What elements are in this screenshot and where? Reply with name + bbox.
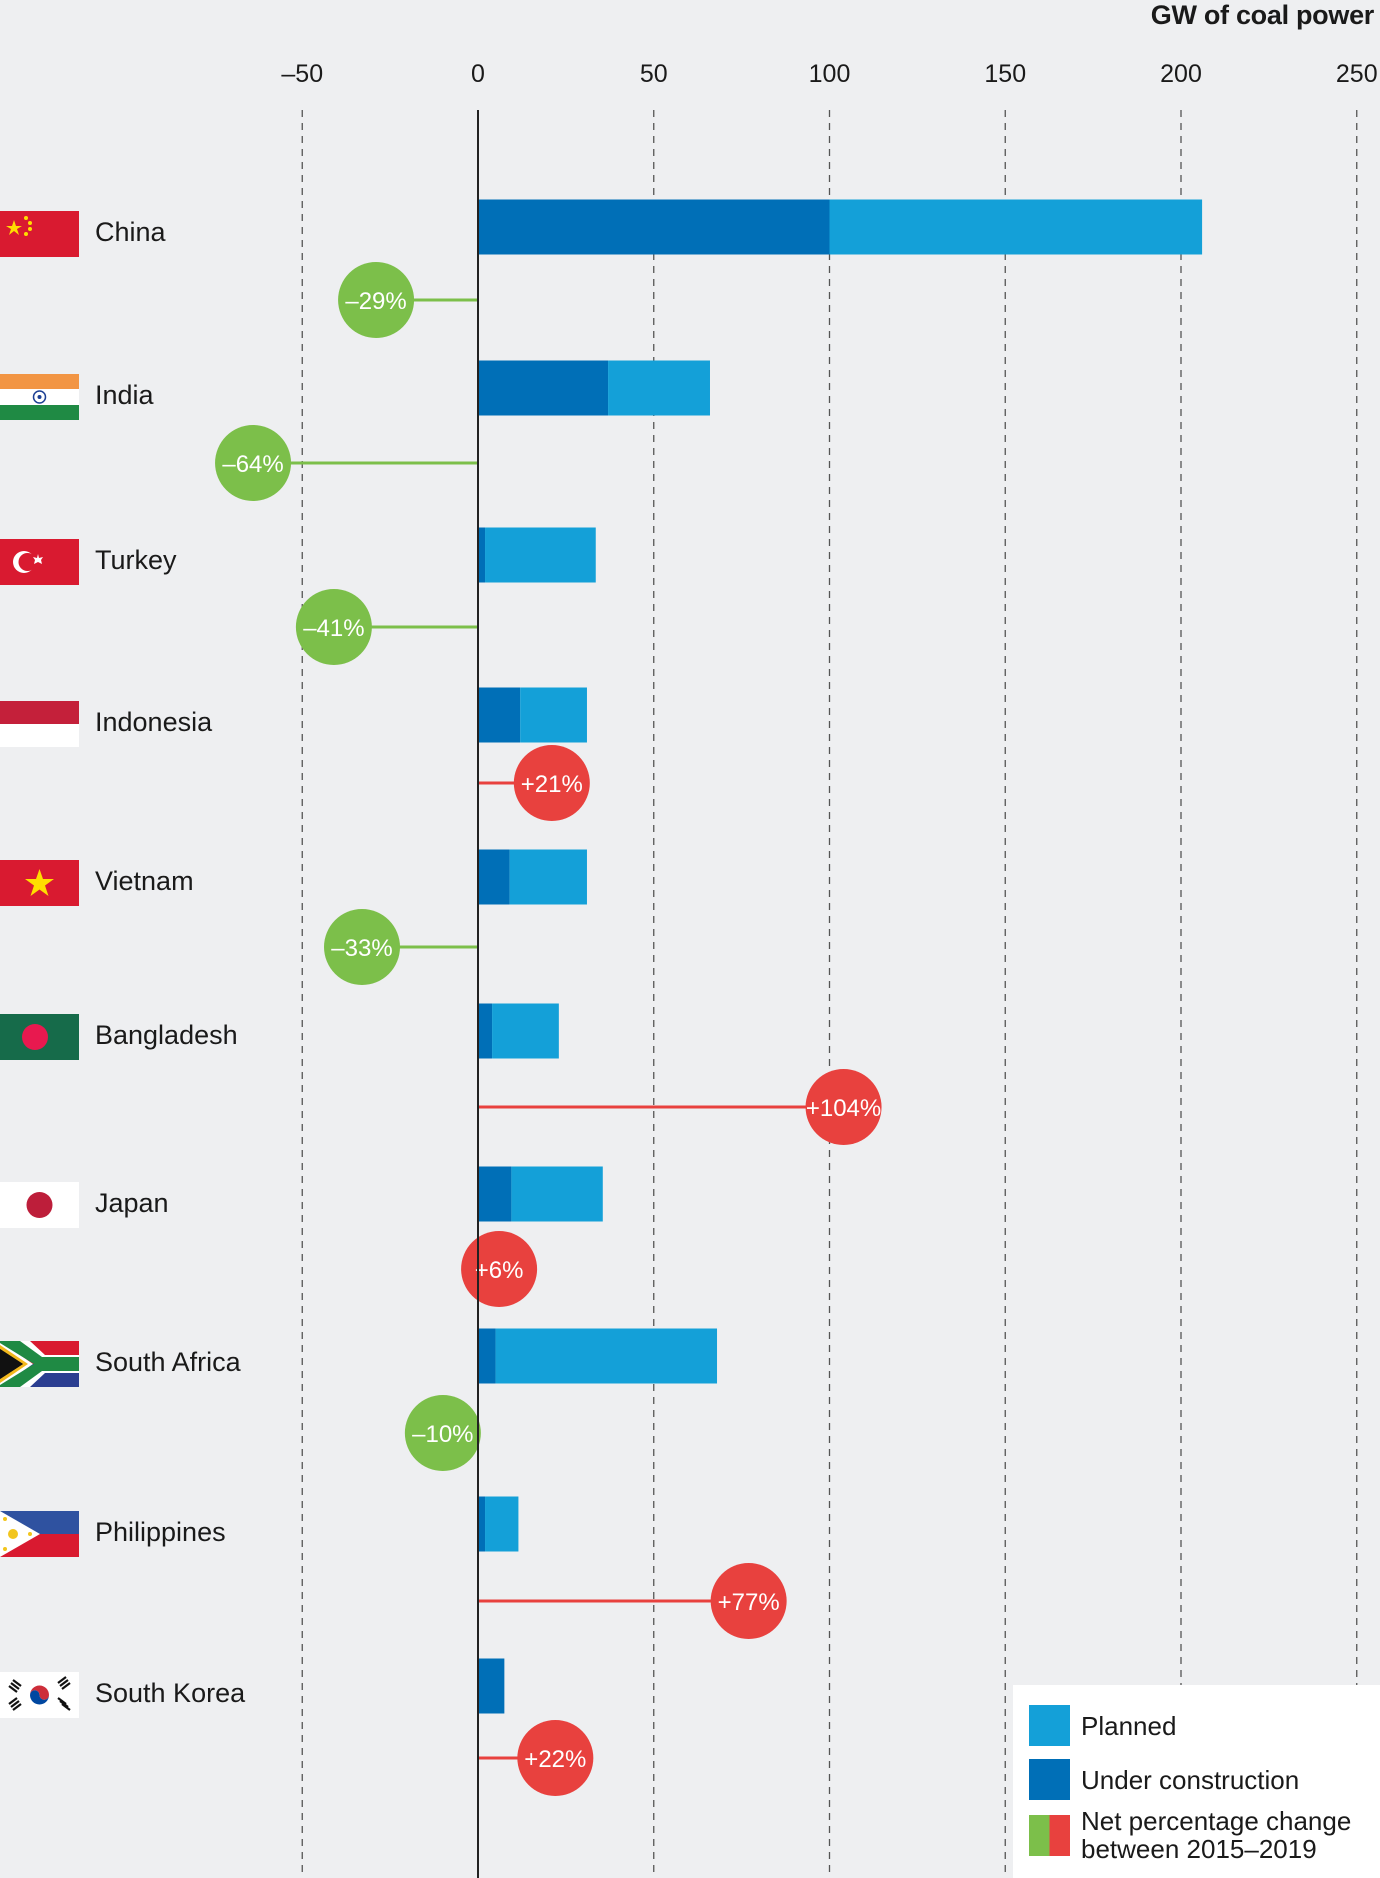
- vietnam-flag-icon: [0, 860, 79, 906]
- country-label-japan: Japan: [95, 1188, 169, 1218]
- change-label: –41%: [303, 615, 364, 642]
- change-label: +104%: [806, 1095, 881, 1122]
- legend-label-net-change-line1: Net percentage change: [1081, 1806, 1352, 1836]
- bar-under-construction: [478, 687, 521, 743]
- change-bubble: [461, 1231, 538, 1307]
- philippines-flag-icon: [0, 1511, 79, 1557]
- bar-planned: [492, 1003, 559, 1059]
- x-tick-label: 200: [1160, 60, 1202, 88]
- bar-planned: [511, 1166, 603, 1222]
- change-label: +21%: [521, 771, 583, 798]
- indonesia-flag-icon: [0, 701, 79, 747]
- bar-planned: [608, 360, 710, 416]
- change-bubble: [324, 909, 401, 985]
- country-label-india: India: [95, 380, 154, 410]
- bar-planned: [829, 199, 1203, 255]
- country-label-indonesia: Indonesia: [95, 707, 213, 737]
- legend-label-net-change-line2: between 2015–2019: [1081, 1834, 1317, 1864]
- change-label: –10%: [412, 1421, 473, 1448]
- bar-under-construction: [478, 849, 510, 905]
- bar-planned: [495, 1328, 718, 1384]
- china-flag-icon: [0, 211, 79, 257]
- change-label: –29%: [345, 288, 406, 315]
- change-bubble: [215, 425, 292, 501]
- country-label-philippines: Philippines: [95, 1517, 226, 1547]
- legend-swatch-planned: [1029, 1705, 1070, 1746]
- bar-under-construction: [478, 527, 486, 583]
- legend-swatch-net-change: [1029, 1815, 1070, 1856]
- south-korea-flag-icon: [0, 1672, 79, 1718]
- legend-label-planned: Planned: [1081, 1711, 1177, 1741]
- x-tick-label: 50: [640, 60, 668, 88]
- change-bubble: [338, 262, 415, 338]
- south-africa-flag-icon: [0, 1341, 79, 1387]
- japan-flag-icon: [0, 1182, 79, 1228]
- bar-planned: [485, 1496, 519, 1552]
- legend-swatch-under-construction: [1029, 1759, 1070, 1800]
- x-tick-label: 100: [809, 60, 851, 88]
- change-bubble: [710, 1563, 787, 1639]
- country-label-bangladesh: Bangladesh: [95, 1020, 238, 1050]
- india-flag-icon: [0, 374, 79, 420]
- bar-planned: [485, 527, 596, 583]
- country-label-south-africa: South Africa: [95, 1347, 241, 1377]
- x-tick-label: –50: [281, 60, 323, 88]
- bar-under-construction: [478, 1166, 512, 1222]
- legend-label-under-construction: Under construction: [1081, 1765, 1300, 1795]
- change-label: +6%: [475, 1257, 524, 1284]
- bar-under-construction: [478, 1328, 496, 1384]
- change-bubble: [805, 1069, 882, 1145]
- country-label-turkey: Turkey: [95, 545, 177, 575]
- change-label: –64%: [222, 451, 283, 478]
- country-label-south-korea: South Korea: [95, 1678, 246, 1708]
- bar-under-construction: [478, 1496, 486, 1552]
- country-label-vietnam: Vietnam: [95, 866, 194, 896]
- x-tick-label: 250: [1336, 60, 1378, 88]
- bar-under-construction: [478, 1658, 505, 1714]
- change-bubble: [404, 1395, 481, 1471]
- change-bubble: [295, 589, 372, 665]
- bar-planned: [509, 849, 587, 905]
- bangladesh-flag-icon: [0, 1014, 79, 1060]
- country-label-china: China: [95, 217, 166, 247]
- change-bubble: [513, 745, 590, 821]
- change-label: –33%: [331, 935, 392, 962]
- change-bubble: [517, 1720, 594, 1796]
- change-label: +22%: [524, 1746, 586, 1773]
- bar-under-construction: [478, 360, 609, 416]
- x-tick-label: 150: [984, 60, 1026, 88]
- turkey-flag-icon: [0, 539, 79, 585]
- bar-under-construction: [478, 1003, 493, 1059]
- legend: Planned Under construction Net percentag…: [1013, 1685, 1380, 1878]
- change-label: +77%: [718, 1589, 780, 1616]
- bar-planned: [520, 687, 587, 743]
- x-tick-label: 0: [471, 60, 485, 88]
- legend-label-net-change: Net percentage change between 2015–2019: [1081, 1807, 1351, 1863]
- bar-under-construction: [478, 199, 830, 255]
- unit-label: GW of coal power: [1150, 0, 1375, 30]
